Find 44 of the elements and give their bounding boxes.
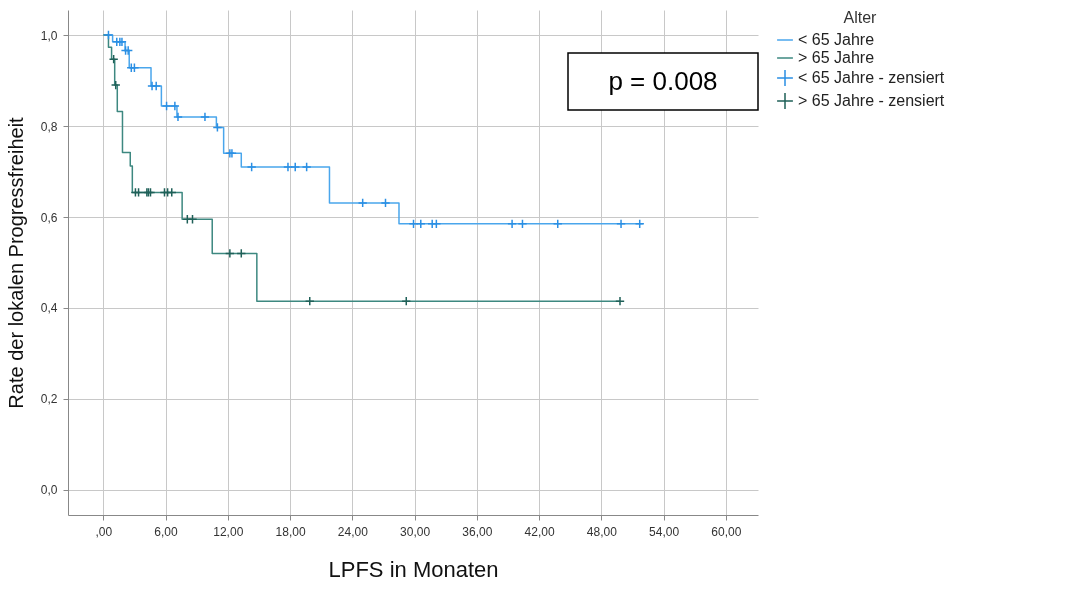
point	[103, 30, 114, 40]
legend-label: > 65 Jahre	[798, 49, 875, 66]
point	[224, 248, 235, 259]
point	[283, 162, 293, 172]
legend-label: > 65 Jahre - zensiert	[798, 92, 945, 109]
y-tick-label: 0,2	[40, 392, 58, 407]
x-tick-label: 12,00	[213, 524, 244, 539]
point	[415, 218, 426, 229]
point	[301, 162, 312, 172]
point	[615, 296, 625, 307]
point	[304, 296, 315, 307]
point	[173, 111, 183, 122]
y-tick-label: 1,0	[40, 28, 58, 43]
x-tick-label: 24,00	[337, 524, 369, 539]
x-axis-title: LPFS in Monaten	[328, 556, 499, 582]
legend-title: Alter	[843, 9, 878, 26]
annotation: p = 0.008	[608, 66, 718, 96]
point	[290, 162, 301, 172]
point	[200, 111, 210, 122]
legend-label: < 65 Jahre	[798, 31, 875, 48]
y-tick-label: 0,0	[40, 483, 58, 498]
legend-label: < 65 Jahre - zensiert	[798, 69, 945, 86]
x-tick-label: 48,00	[586, 524, 618, 539]
point	[357, 197, 368, 208]
point	[616, 218, 626, 229]
x-tick-label: 36,00	[462, 524, 493, 539]
point	[161, 101, 172, 111]
x-tick-label: 18,00	[275, 524, 306, 539]
point	[517, 218, 528, 229]
y-tick-label: 0,4	[40, 301, 58, 316]
x-tick-label: 6,00	[154, 524, 179, 539]
x-tick-label: 60,00	[711, 524, 742, 539]
x-tick-label: 30,00	[400, 524, 431, 539]
point	[507, 218, 518, 229]
point	[380, 197, 391, 208]
y-tick-label: 0,8	[40, 119, 58, 134]
point	[246, 162, 257, 172]
point	[108, 54, 119, 65]
x-tick-label: 54,00	[649, 524, 680, 539]
y-tick-label: 0,6	[40, 210, 58, 225]
x-tick-label: ,00	[95, 524, 113, 539]
point	[169, 101, 180, 111]
x-tick-label: 42,00	[524, 524, 555, 539]
y-axis-title: Rate der lokalen Progressfreiheit	[4, 116, 27, 409]
